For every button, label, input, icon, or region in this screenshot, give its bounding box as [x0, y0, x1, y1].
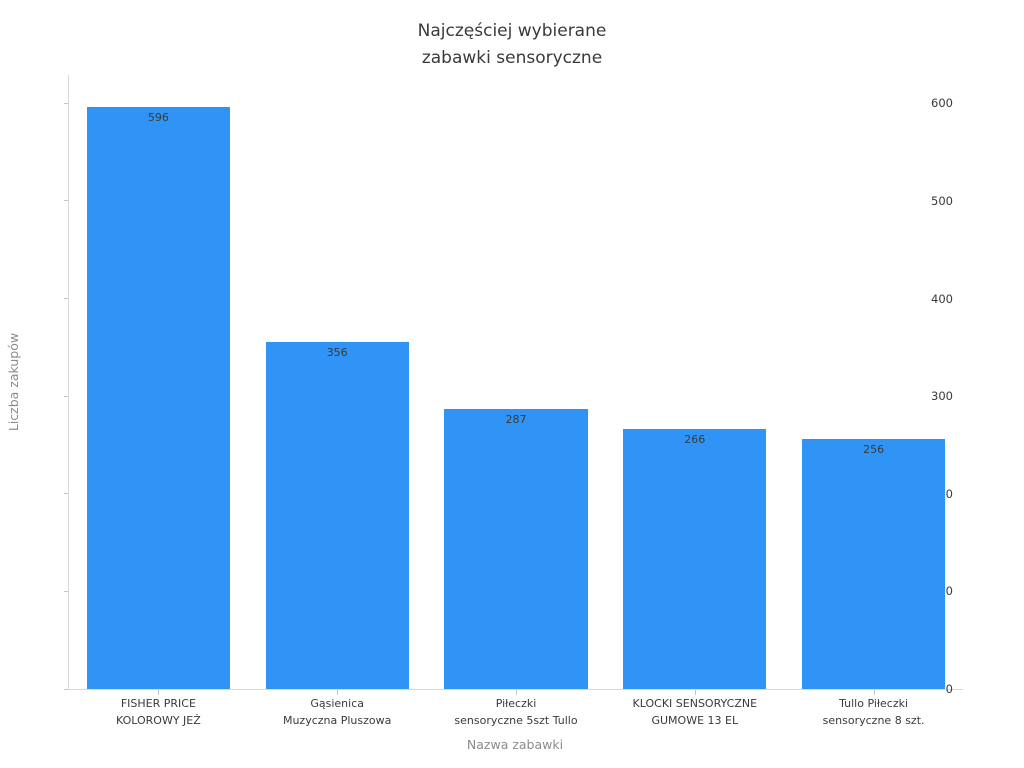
y-tick [64, 590, 68, 592]
y-tick-label: 500 [931, 193, 953, 208]
y-axis-title: Liczba zakupów [6, 332, 21, 432]
y-tick-label: 300 [931, 389, 953, 404]
bar-value-label: 596 [147, 111, 169, 125]
y-tick [64, 298, 68, 300]
bar: 287 [444, 408, 588, 689]
bar-value-label: 266 [684, 433, 706, 447]
bar: 266 [623, 429, 767, 689]
y-tick-label: 0 [945, 682, 953, 696]
x-tick [337, 690, 339, 695]
x-tick-label: Piłeczki sensoryczne 5szt Tullo [454, 697, 578, 727]
bar: 256 [802, 439, 946, 689]
bar: 356 [265, 341, 409, 689]
x-tick [516, 690, 517, 695]
x-tick [694, 690, 696, 695]
x-tick-label: FISHER PRICE KOLOROWY JEŻ [115, 697, 201, 727]
plot-area: 0100200300400500600596FISHER PRICE KOLOR… [64, 75, 963, 727]
x-axis-title: Nazwa zabawki [466, 737, 564, 752]
y-tick [64, 102, 68, 104]
x-tick [873, 690, 875, 695]
x-tick-label: KLOCKI SENSORYCZNE GUMOWE 13 EL [632, 697, 758, 727]
bar: 596 [86, 107, 230, 689]
bar-value-label: 287 [505, 412, 527, 426]
x-tick-label: Gąsienica Muzyczna Pluszowa [282, 697, 392, 727]
bar-value-label: 256 [863, 443, 885, 457]
y-tick-label: 600 [931, 96, 953, 111]
x-tick-label: Tullo Piłeczki sensoryczne 8 szt. [822, 697, 925, 727]
y-tick [64, 688, 68, 690]
chart-title: Najczęściej wybierane zabawki sensoryczn… [417, 21, 607, 68]
y-tick [64, 493, 68, 495]
y-tick-label: 400 [931, 291, 953, 306]
y-tick [64, 395, 68, 397]
x-tick [158, 690, 160, 695]
bar-value-label: 356 [326, 345, 348, 359]
y-tick [64, 200, 68, 202]
